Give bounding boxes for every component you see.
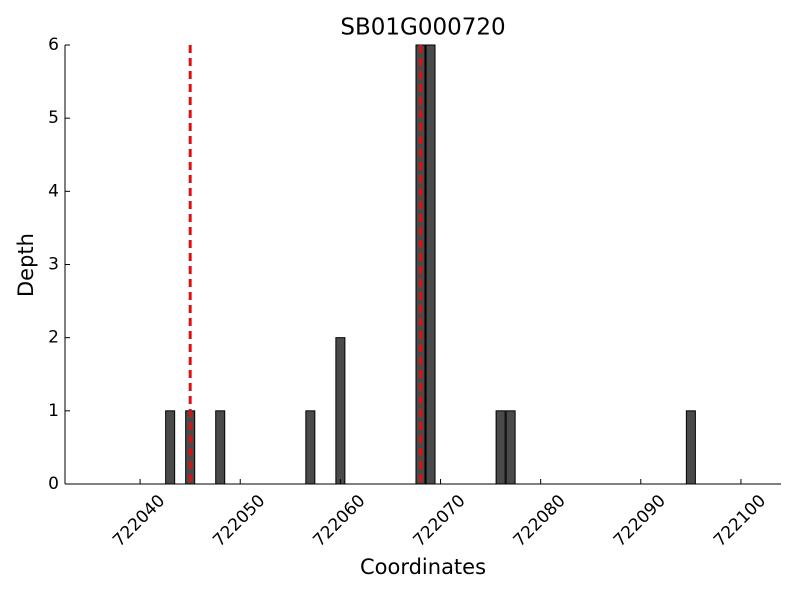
- bar: [425, 44, 436, 485]
- y-tick-label: 0: [48, 474, 59, 494]
- y-tick-label: 5: [48, 108, 59, 128]
- bar: [305, 410, 316, 485]
- x-tick-label: 722070: [410, 491, 470, 551]
- bar: [505, 410, 516, 485]
- x-tick-label: 722100: [710, 491, 770, 551]
- y-tick-label: 2: [48, 328, 59, 348]
- x-tick-label: 722090: [610, 491, 670, 551]
- chart-title: SB01G000720: [340, 15, 505, 41]
- y-tick-label: 3: [48, 255, 59, 275]
- x-tick-label: 722040: [109, 491, 169, 551]
- y-tick-label: 4: [48, 181, 59, 201]
- y-tick-label: 6: [48, 35, 59, 55]
- bar: [165, 410, 176, 485]
- y-tick-label: 1: [48, 401, 59, 421]
- bar: [495, 410, 506, 485]
- bar: [335, 337, 346, 485]
- y-axis-label: Depth: [14, 233, 38, 297]
- x-tick-label: 722050: [209, 491, 269, 551]
- x-tick-label: 722060: [309, 491, 369, 551]
- bar: [215, 410, 226, 485]
- bar: [185, 410, 196, 485]
- x-tick-label: 722080: [510, 491, 570, 551]
- x-axis-label: Coordinates: [360, 555, 486, 579]
- bar: [685, 410, 696, 485]
